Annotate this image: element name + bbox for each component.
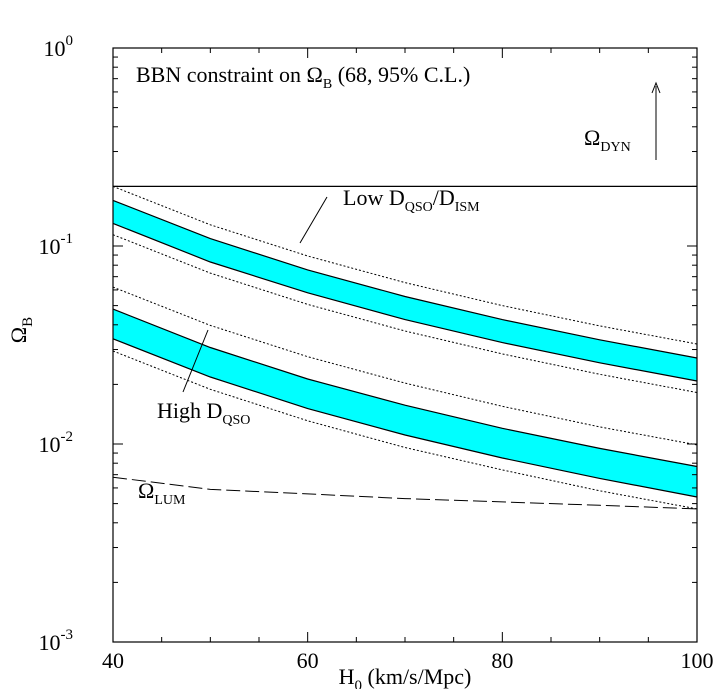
x-tick-label-2: 80 bbox=[491, 648, 513, 673]
x-tick-label-3: 100 bbox=[681, 648, 714, 673]
band-68-fill-1 bbox=[113, 309, 697, 497]
annotation-omega-lum: ΩLUM bbox=[138, 478, 186, 508]
omega-lum-line bbox=[112, 476, 698, 510]
band-1-upper-68-line bbox=[112, 308, 698, 468]
y-tick-label-3: 100 bbox=[44, 33, 74, 61]
band-1-lower-95-line bbox=[112, 350, 698, 510]
band-0-lower-68-line bbox=[112, 222, 698, 382]
band-0-upper-95-line bbox=[112, 185, 698, 345]
bands-layer bbox=[113, 200, 697, 497]
annotation-bbn: BBN constraint on ΩB (68, 95% C.L.) bbox=[136, 62, 470, 92]
y-axis-title: ΩB bbox=[6, 317, 36, 343]
annotation-high-d: High DQSO bbox=[157, 398, 250, 428]
pointer-low-d bbox=[299, 196, 328, 244]
y-tick-label-1: 10-2 bbox=[39, 429, 74, 457]
annotation-low-d: Low DQSO/DISM bbox=[343, 185, 480, 215]
pointer-high-d bbox=[182, 329, 209, 393]
y-tick-label-2: 10-1 bbox=[39, 231, 74, 259]
x-axis-title: H0 (km/s/Mpc) bbox=[339, 664, 472, 689]
band-0-upper-68-line bbox=[112, 199, 698, 359]
x-tick-label-1: 60 bbox=[297, 648, 319, 673]
band-68-fill-0 bbox=[113, 200, 697, 381]
y-tick-label-0: 10-3 bbox=[39, 627, 74, 655]
annotation-omega-dyn: ΩDYN bbox=[584, 125, 631, 155]
arrow-omega-dyn-head bbox=[651, 81, 661, 94]
ticks-layer bbox=[112, 47, 698, 643]
lines-layer bbox=[112, 185, 698, 510]
band-1-upper-95-line bbox=[112, 286, 698, 446]
x-tick-label-0: 40 bbox=[102, 648, 124, 673]
tick-labels-layer: 40 60 80 100 10-3 10-2 10-1 100 bbox=[39, 33, 714, 673]
band-1-lower-68-line bbox=[112, 338, 698, 498]
band-0-lower-95-line bbox=[112, 234, 698, 393]
